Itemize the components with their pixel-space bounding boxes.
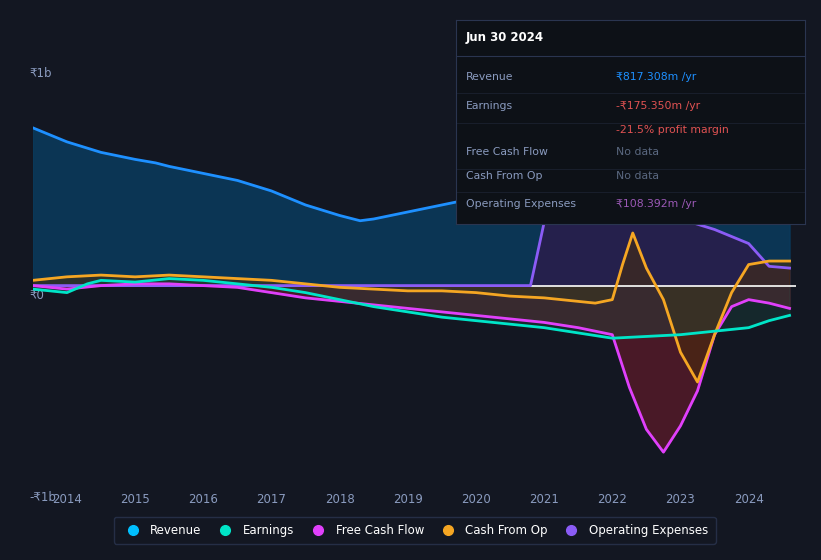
Text: No data: No data (616, 147, 659, 157)
Text: Operating Expenses: Operating Expenses (466, 199, 576, 208)
Text: Earnings: Earnings (466, 101, 513, 111)
Text: ₹108.392m /yr: ₹108.392m /yr (616, 199, 696, 208)
Legend: Revenue, Earnings, Free Cash Flow, Cash From Op, Operating Expenses: Revenue, Earnings, Free Cash Flow, Cash … (113, 517, 716, 544)
Text: -₹175.350m /yr: -₹175.350m /yr (616, 101, 700, 111)
Text: Free Cash Flow: Free Cash Flow (466, 147, 548, 157)
Text: Cash From Op: Cash From Op (466, 171, 543, 181)
Text: -21.5% profit margin: -21.5% profit margin (616, 125, 729, 135)
Text: ₹1b: ₹1b (29, 67, 52, 80)
Text: No data: No data (616, 171, 659, 181)
Text: Revenue: Revenue (466, 72, 514, 82)
Text: Jun 30 2024: Jun 30 2024 (466, 31, 544, 44)
Text: -₹1b: -₹1b (29, 491, 56, 504)
Text: ₹817.308m /yr: ₹817.308m /yr (616, 72, 696, 82)
Text: ₹0: ₹0 (29, 289, 44, 302)
